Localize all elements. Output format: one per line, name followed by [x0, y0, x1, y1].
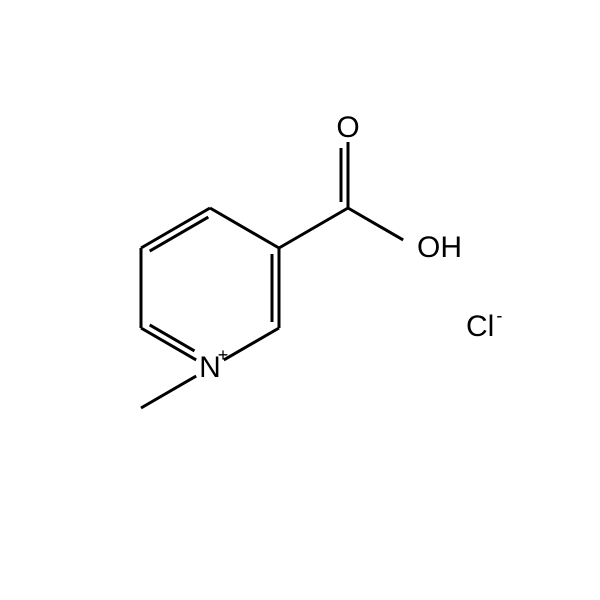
svg-text:OH: OH [417, 231, 462, 264]
svg-text:-: - [496, 305, 502, 325]
chemical-structure: NOOH+Cl- [0, 0, 600, 600]
svg-text:Cl: Cl [466, 310, 494, 343]
svg-text:O: O [336, 111, 359, 144]
svg-text:+: + [218, 345, 229, 365]
